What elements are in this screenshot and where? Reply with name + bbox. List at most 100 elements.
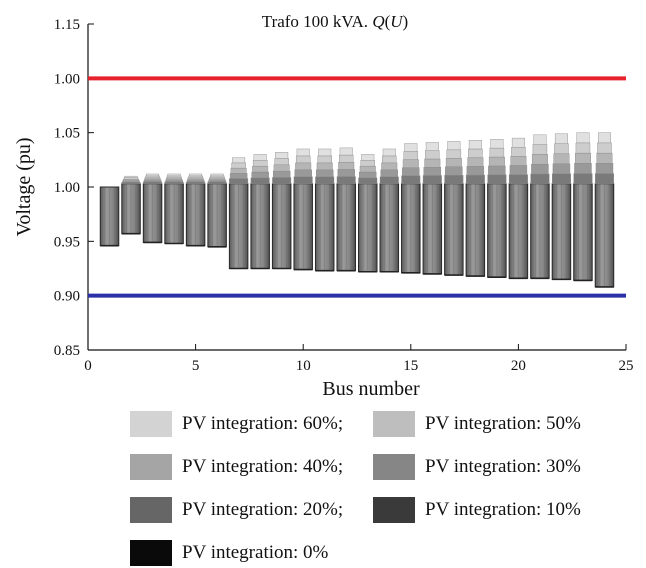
- x-tick-label: 25: [619, 358, 634, 374]
- x-tick-label: 5: [192, 358, 200, 374]
- pv-cap-segment: [144, 177, 161, 181]
- pv-cap-segment: [487, 174, 507, 184]
- legend-label: PV integration: 50%: [425, 413, 581, 434]
- bus-box-3: [142, 173, 163, 244]
- pv-cap-segment: [295, 162, 312, 171]
- pv-cap-segment: [382, 155, 397, 164]
- bus-box-5: [185, 173, 206, 247]
- pv-cap-segment: [596, 152, 613, 164]
- bus-box-16: [422, 142, 443, 275]
- pv-cap-segment: [229, 178, 249, 184]
- x-tick-label: 0: [84, 358, 92, 374]
- pv-cap-segment: [465, 174, 485, 184]
- pv-cap-segment: [232, 157, 246, 164]
- pv-cap-segment: [123, 178, 140, 181]
- pv-cap-segment: [551, 173, 571, 184]
- pv-cap-segment: [250, 177, 270, 184]
- pv-cap-segment: [553, 153, 570, 164]
- bus-box-11: [314, 148, 335, 272]
- pv-cap-segment: [296, 148, 310, 157]
- legend-swatch: [130, 411, 172, 437]
- pv-cap-segment: [187, 177, 204, 181]
- pv-cap-segment: [489, 147, 505, 158]
- legend-swatch: [373, 454, 415, 480]
- pv-cap-segment: [423, 167, 442, 176]
- pv-cap-segment: [424, 158, 441, 168]
- pv-cap-segment: [509, 165, 528, 175]
- bus-box-13: [358, 154, 378, 273]
- bus-box-22: [551, 133, 572, 281]
- pv-cap-segment: [251, 171, 269, 179]
- pv-cap-segment: [359, 165, 376, 173]
- legend-swatch: [373, 411, 415, 437]
- pv-cap-segment: [511, 137, 525, 148]
- pv-cap-segment: [488, 156, 505, 167]
- pv-cap-segment: [381, 162, 398, 171]
- pv-cap-segment: [597, 142, 612, 154]
- bus-box-8: [250, 154, 270, 270]
- pv-cap-segment: [422, 175, 442, 184]
- legend-item: PV integration: 0%: [130, 539, 328, 567]
- pv-cap-segment: [468, 148, 483, 158]
- pv-cap-segment: [318, 148, 332, 157]
- pv-cap-segment: [121, 182, 141, 184]
- pv-cap-segment: [531, 154, 548, 165]
- pv-cap-segment: [124, 175, 138, 178]
- pv-cap-segment: [316, 162, 333, 171]
- pv-cap-segment: [595, 173, 614, 184]
- pv-cap-segment: [143, 179, 162, 182]
- y-tick-label: 1.00: [54, 180, 80, 196]
- legend-swatch: [130, 497, 172, 523]
- pv-cap-segment: [272, 177, 292, 184]
- pv-cap-segment: [338, 162, 355, 170]
- pv-cap-segment: [295, 155, 311, 164]
- pv-cap-segment: [145, 175, 160, 179]
- pv-cap-segment: [425, 150, 440, 160]
- pv-cap-segment: [186, 179, 205, 182]
- x-tick-label: 15: [403, 358, 418, 374]
- pv-cap-segment: [446, 149, 462, 159]
- pv-cap-segment: [272, 170, 291, 178]
- bus-box-12: [336, 147, 356, 272]
- pv-cap-segment: [508, 174, 528, 184]
- bus-box-23: [573, 132, 593, 282]
- pv-cap-segment: [230, 167, 247, 174]
- pv-cap-segment: [293, 176, 313, 184]
- pv-cap-segment: [380, 169, 398, 177]
- legend-label: PV integration: 40%;: [182, 456, 344, 477]
- pv-cap-segment: [533, 134, 547, 145]
- bus-box-9: [271, 152, 292, 270]
- pv-cap-segment: [207, 181, 227, 184]
- y-tick-label: 0.85: [54, 343, 80, 359]
- bus-box-7: [228, 157, 249, 270]
- pv-cap-segment: [530, 173, 550, 184]
- pv-cap-segment: [532, 144, 548, 155]
- pv-cap-segment: [358, 177, 378, 184]
- pv-cap-segment: [595, 163, 614, 174]
- pv-cap-segment: [404, 143, 418, 152]
- legend-swatch: [130, 454, 172, 480]
- pv-cap-segment: [316, 169, 334, 177]
- pv-cap-segment: [253, 154, 267, 161]
- bus-box-18: [465, 140, 486, 277]
- bus-box-15: [401, 143, 421, 274]
- pv-cap-segment: [401, 175, 421, 184]
- pv-cap-segment: [552, 163, 571, 174]
- bus-box-17: [444, 141, 464, 276]
- bus-box-19: [487, 138, 507, 278]
- legend-item: PV integration: 10%: [373, 496, 581, 524]
- chart-title: Trafo 100 kVA. Q(U): [262, 12, 408, 31]
- pv-cap-segment: [165, 179, 183, 182]
- bus-box-4: [164, 173, 184, 245]
- pv-cap-segment: [445, 166, 463, 176]
- x-axis-label: Bus number: [322, 378, 420, 400]
- pv-cap-segment: [360, 160, 375, 167]
- bus-box-20: [508, 137, 529, 280]
- pv-cap-segment: [490, 138, 504, 149]
- pv-cap-segment: [294, 169, 312, 177]
- pv-cap-segment: [574, 152, 591, 164]
- pv-cap-segment: [510, 156, 527, 166]
- bus-box-24: [594, 132, 615, 288]
- legend-label: PV integration: 30%: [425, 456, 581, 477]
- pv-cap-segment: [361, 154, 375, 161]
